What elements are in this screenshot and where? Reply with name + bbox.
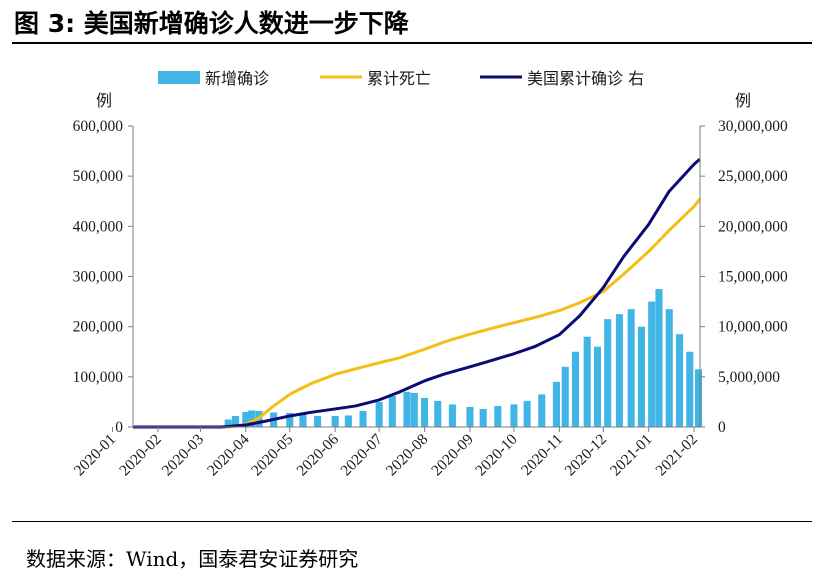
y-right-tick-label: 20,000,000: [718, 218, 788, 235]
x-tick-label: 2020-12: [562, 431, 611, 480]
bar-new-cases-39: [655, 289, 663, 427]
bar-new-cases-16: [375, 401, 383, 427]
legend-label-deaths: 累计死亡: [367, 69, 431, 88]
legend: 新增确诊 累计死亡 美国累计确诊 右: [158, 69, 644, 88]
bar-new-cases-25: [494, 405, 502, 427]
bar-new-cases-28: [538, 394, 546, 427]
x-tick-label: 2020-07: [337, 431, 386, 480]
cumulative-deaths-line: [133, 197, 702, 429]
title-rule: [12, 42, 812, 44]
bar-new-cases-20: [421, 397, 429, 427]
x-tick-label: 2021-01: [607, 431, 656, 480]
y-left-tick-label: 600,000: [73, 118, 124, 135]
source-note: 数据来源：Wind，国泰君安证券研究: [26, 547, 359, 571]
y-left-tick-label: 200,000: [73, 319, 124, 336]
bar-new-cases-22: [448, 404, 456, 427]
bar-new-cases-35: [615, 314, 623, 428]
bar-new-cases-27: [523, 400, 531, 427]
bar-new-cases-40: [665, 309, 673, 427]
legend-label-cases: 美国累计确诊 右: [527, 69, 644, 88]
bar-new-cases-33: [593, 346, 601, 427]
y-left-tick-label: 400,000: [73, 218, 124, 235]
chart-title: 图 3: 美国新增确诊人数进一步下降: [14, 9, 409, 38]
x-tick-label: 2020-10: [472, 431, 521, 480]
x-tick-label: 2020-02: [116, 431, 165, 480]
bar-new-cases-19: [410, 392, 418, 427]
bar-new-cases-29: [552, 381, 560, 427]
bar-new-cases-34: [604, 319, 612, 427]
bar-new-cases-12: [314, 415, 322, 427]
chart: 0 100,000 200,000 300,000 400,000 500,000 600,…: [71, 69, 788, 480]
y-right-tick-label: 5,000,000: [718, 369, 780, 386]
legend-swatch-new-cases: [158, 71, 200, 84]
bar-new-cases-15: [359, 410, 367, 427]
y-right-tick-label: 30,000,000: [718, 118, 788, 135]
cumulative-cases-line: [133, 157, 701, 429]
bar-new-cases-43: [694, 369, 703, 427]
bottom-rule: [12, 521, 812, 522]
left-axis-unit: 例: [96, 91, 112, 110]
bar-new-cases-21: [434, 400, 442, 427]
y-left-tick-label: 100,000: [73, 369, 124, 386]
bar-new-cases-42: [686, 351, 694, 427]
bar-new-cases-26: [510, 404, 518, 427]
bar-new-cases-38: [648, 301, 656, 427]
y-right-tick-label: 15,000,000: [718, 269, 788, 286]
y-right-tick-label: 0: [718, 419, 726, 436]
x-tick-label: 2020-04: [204, 431, 253, 480]
bar-new-cases-36: [627, 309, 635, 427]
y-right-tick-label: 10,000,000: [718, 319, 788, 336]
legend-label-new-cases: 新增确诊: [205, 69, 269, 88]
x-tick-label: 2020-11: [518, 431, 566, 479]
bar-new-cases-18: [403, 391, 411, 427]
bar-new-cases-4: [224, 419, 232, 427]
bar-new-cases-7: [248, 410, 256, 427]
bar-new-cases-32: [583, 336, 591, 427]
x-tick-label: 2020-06: [293, 431, 342, 480]
bar-new-cases-6: [242, 411, 250, 427]
x-tick-label: 2020-09: [428, 431, 477, 480]
bar-new-cases-37: [637, 326, 645, 427]
bar-new-cases-17: [388, 395, 396, 427]
bar-new-cases-30: [561, 366, 569, 427]
x-tick-label: 2020-08: [383, 431, 432, 480]
bar-new-cases-13: [331, 415, 339, 427]
bar-new-cases-31: [571, 351, 580, 427]
bar-new-cases-5: [232, 415, 240, 427]
y-left-tick-label: 300,000: [73, 269, 124, 286]
y-left-tick-label: 500,000: [73, 168, 124, 185]
x-tick-label: 2021-02: [652, 431, 701, 480]
bar-new-cases-41: [675, 334, 684, 427]
y-right-tick-label: 25,000,000: [718, 168, 788, 185]
new-cases-bars: [210, 289, 703, 428]
x-tick-label: 2020-01: [71, 431, 120, 480]
bar-new-cases-14: [344, 415, 352, 427]
bar-new-cases-24: [479, 408, 487, 427]
bar-new-cases-11: [299, 414, 307, 427]
right-axis-unit: 例: [735, 91, 751, 110]
y-left-tick-label: 0: [115, 419, 123, 436]
bar-new-cases-23: [466, 406, 474, 427]
x-tick-label: 2020-03: [159, 431, 208, 480]
bar-new-cases-10: [286, 412, 294, 427]
x-tick-label: 2020-05: [248, 431, 297, 480]
